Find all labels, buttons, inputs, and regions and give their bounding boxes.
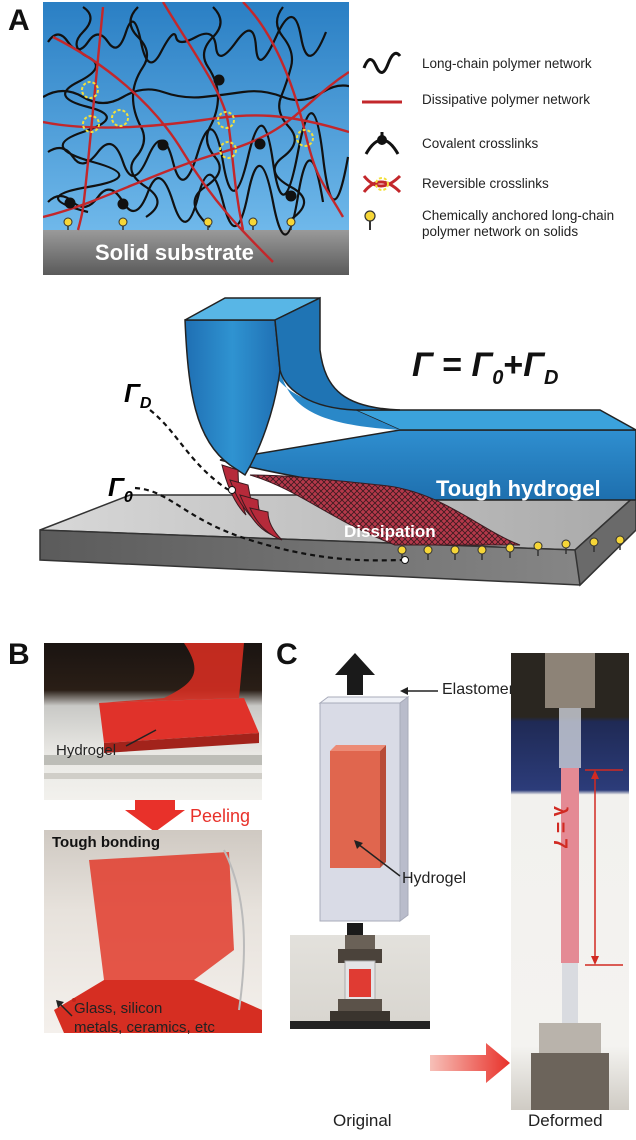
- legend-label-dissipative: Dissipative polymer network: [422, 92, 591, 107]
- substrate-label: Solid substrate: [95, 240, 254, 265]
- transition-arrow-icon: [430, 1043, 510, 1083]
- legend-label-anchor-1: Chemically anchored long-chain: [422, 208, 615, 223]
- original-label: Original: [333, 1111, 392, 1130]
- elastomer-label: Elastomer: [442, 681, 515, 698]
- panel-label-b: B: [8, 638, 30, 671]
- legend-item-dissipative: Dissipative polymer network: [360, 92, 630, 116]
- red-line-icon: [362, 100, 402, 104]
- peeling-schematic: [39, 296, 636, 587]
- dissipative-network: [43, 2, 349, 263]
- peeling-arrow-icon: [125, 800, 185, 832]
- wavy-line-icon: [362, 51, 402, 74]
- hydrogel-photo-top: [44, 643, 262, 800]
- gamma-0-label: Γ0: [108, 472, 133, 507]
- original-photo: [290, 935, 430, 1029]
- hydrogel-label-c: Hydrogel: [402, 870, 467, 887]
- reversible-crosslink-icon: [362, 174, 402, 194]
- hydrogel-pointer-b: [125, 729, 157, 747]
- network-schematic: [43, 2, 349, 275]
- substrates-list: Glass, silicon metals, ceramics, etc: [74, 1000, 215, 1036]
- deformed-label: Deformed: [528, 1111, 603, 1130]
- glass-pointer: [56, 1000, 73, 1017]
- panel-label-c: C: [276, 638, 298, 671]
- solid-substrate-3d-label: Solid substrate: [120, 584, 279, 609]
- red-fibrils: [221, 464, 283, 541]
- reversible-crosslinks: [81, 81, 314, 159]
- legend-label-anchor-2: polymer network on solids: [422, 224, 579, 240]
- gamma-d-label: ΓD: [124, 378, 152, 413]
- up-arrow-icon: [335, 653, 375, 695]
- tough-bonding-label: Tough bonding: [52, 834, 161, 851]
- legend-label-covalent: Covalent crosslinks: [422, 136, 539, 151]
- equation: Γ = Γ0+ΓD: [412, 346, 559, 389]
- legend-label-long-chain: Long-chain polymer network: [422, 56, 592, 71]
- tough-bonding-photo: [44, 830, 262, 1033]
- peeling-label: Peeling: [190, 806, 251, 826]
- legend-item-reversible: Reversible crosslinks: [360, 168, 630, 198]
- legend-item-anchor: Chemically anchored long-chain polymer n…: [360, 208, 630, 248]
- hydrogel-pointer-c: [354, 840, 401, 877]
- covalent-crosslink-icon: [364, 132, 400, 155]
- stretch-schematic: [318, 653, 410, 965]
- stretch-ratio-label: λ = 7: [549, 806, 570, 849]
- legend-item-covalent: Covalent crosslinks: [360, 130, 630, 160]
- legend-item-long-chain: Long-chain polymer network: [360, 50, 630, 80]
- legend-label-reversible: Reversible crosslinks: [422, 176, 549, 191]
- dissipation-label: Dissipation: [344, 522, 436, 541]
- panel-label-a: A: [8, 4, 30, 37]
- covalent-crosslinks: [64, 74, 297, 210]
- anchor-pin-icon: [364, 210, 376, 230]
- anchor-pins: [63, 217, 296, 230]
- tough-hydrogel-label: Tough hydrogel: [436, 476, 601, 501]
- hydrogel-label-b: Hydrogel: [56, 742, 117, 759]
- deformed-photo: [511, 653, 629, 1110]
- elastomer-pointer: [400, 687, 438, 695]
